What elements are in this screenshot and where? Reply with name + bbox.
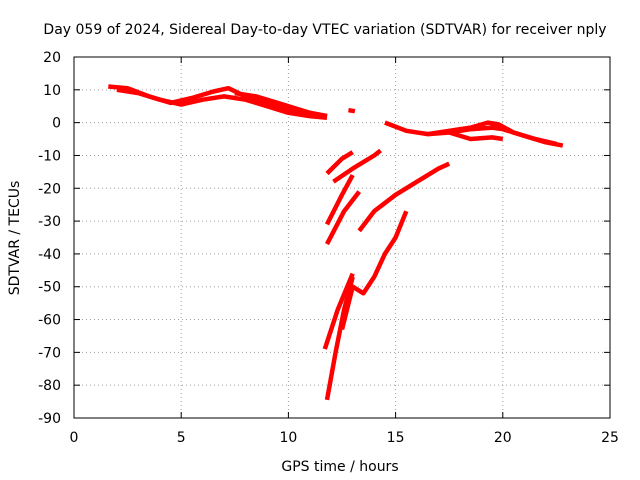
series-line-track-13 xyxy=(322,272,355,350)
y-tick-label: -50 xyxy=(38,280,61,296)
y-axis-label: SDTVAR / TECUs xyxy=(7,181,23,296)
x-tick-label: 20 xyxy=(494,430,512,446)
grid xyxy=(74,57,610,418)
series-line-track-3 xyxy=(234,90,328,119)
y-tick-label: -10 xyxy=(38,148,61,164)
y-tick-label: -90 xyxy=(38,411,61,427)
series-line-track-2 xyxy=(116,87,328,120)
series-line-track-7 xyxy=(448,130,504,142)
x-tick-label: 5 xyxy=(177,430,186,446)
x-axis-label: GPS time / hours xyxy=(281,459,398,475)
y-tick-label: -40 xyxy=(38,247,61,263)
series-line-track-6 xyxy=(427,120,557,147)
series-line-track-10 xyxy=(324,174,355,226)
series-line-track-4 xyxy=(348,107,356,114)
y-tick-label: 10 xyxy=(43,83,61,99)
y-tick-label: -20 xyxy=(38,181,61,197)
series-line-track-8 xyxy=(325,150,354,176)
x-tick-label: 25 xyxy=(601,430,619,446)
chart-title: Day 059 of 2024, Sidereal Day-to-day VTE… xyxy=(43,22,606,38)
x-tick-label: 10 xyxy=(279,430,297,446)
series-group xyxy=(108,84,564,401)
series-line-track-12 xyxy=(357,161,451,233)
series-line-track-14 xyxy=(324,276,355,401)
series-line-track-15 xyxy=(339,210,409,330)
plot-frame xyxy=(73,56,611,419)
series-line-track-9 xyxy=(332,148,382,184)
y-tick-label: -80 xyxy=(38,378,61,394)
x-tick-label: 0 xyxy=(70,430,79,446)
y-tick-label: -70 xyxy=(38,345,61,361)
axis-ticks: 0 5 10 15 20 25 20 10 0 -10 -20 -30 -40 -50 -60 -70 -80 -… xyxy=(38,50,619,446)
x-tick-label: 15 xyxy=(387,430,405,446)
y-tick-label: -30 xyxy=(38,214,61,230)
y-tick-label: 20 xyxy=(43,50,61,66)
series-line-track-11 xyxy=(325,190,361,246)
y-tick-label: -60 xyxy=(38,313,61,329)
y-tick-label: 0 xyxy=(52,116,61,132)
